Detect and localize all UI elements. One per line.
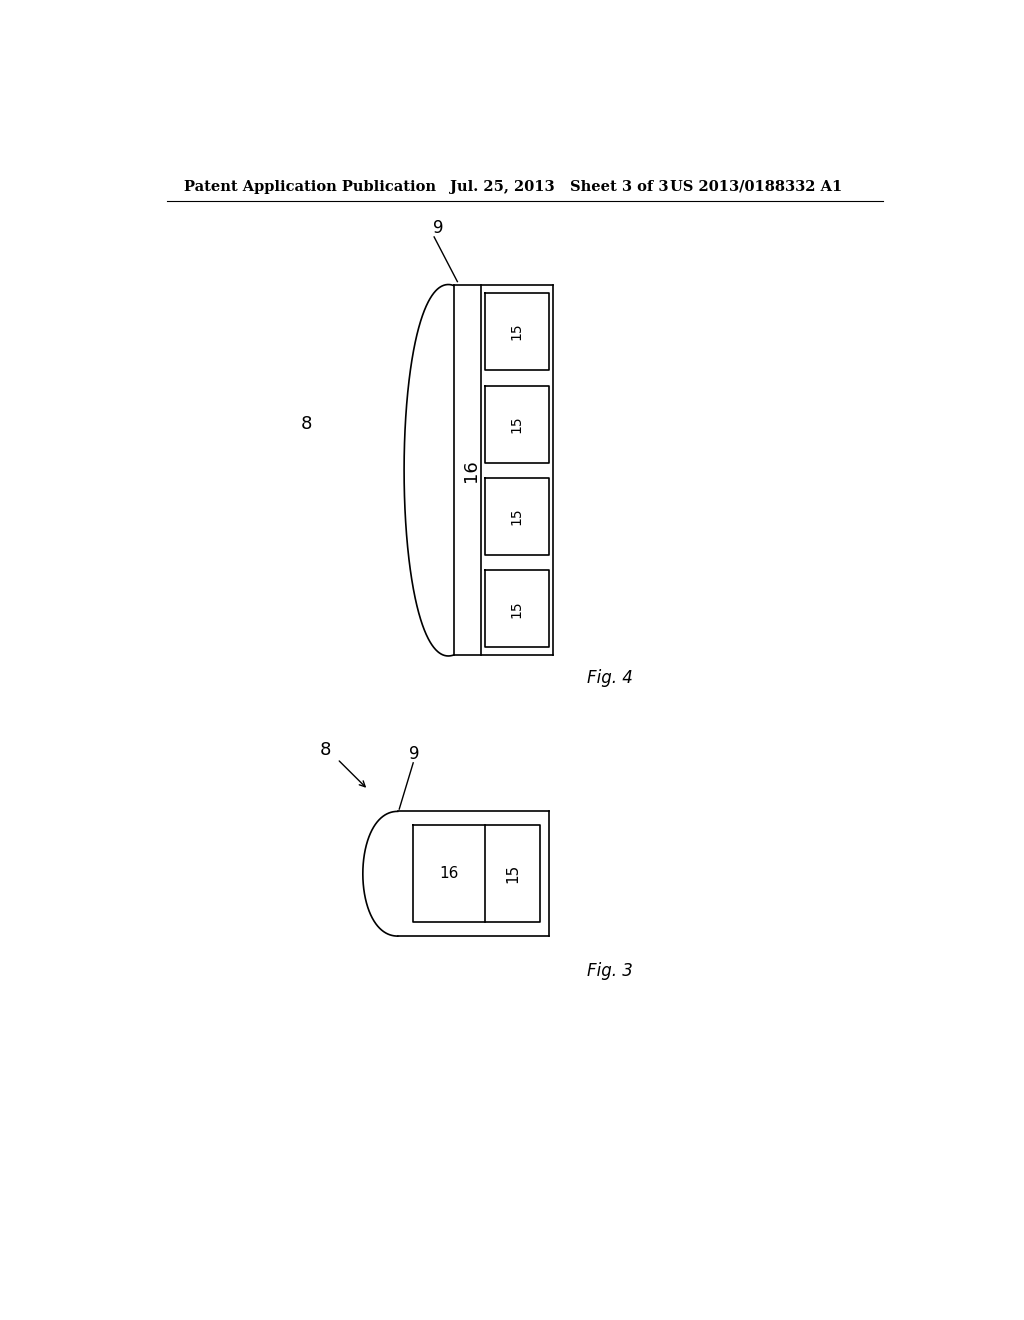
Text: Jul. 25, 2013   Sheet 3 of 3: Jul. 25, 2013 Sheet 3 of 3 [450, 180, 668, 194]
Text: 9: 9 [410, 744, 420, 763]
Text: 9: 9 [433, 219, 443, 236]
Text: 15: 15 [510, 508, 523, 525]
Text: 15: 15 [505, 865, 520, 883]
Text: Fig. 4: Fig. 4 [587, 669, 633, 688]
Text: 15: 15 [510, 323, 523, 341]
Text: 15: 15 [510, 601, 523, 618]
Text: 15: 15 [510, 416, 523, 433]
Text: Fig. 3: Fig. 3 [587, 962, 633, 979]
Text: 16: 16 [462, 459, 480, 482]
Text: 8: 8 [301, 414, 312, 433]
Text: US 2013/0188332 A1: US 2013/0188332 A1 [671, 180, 843, 194]
Text: 16: 16 [439, 866, 459, 882]
Text: Patent Application Publication: Patent Application Publication [183, 180, 436, 194]
Text: 8: 8 [319, 741, 332, 759]
